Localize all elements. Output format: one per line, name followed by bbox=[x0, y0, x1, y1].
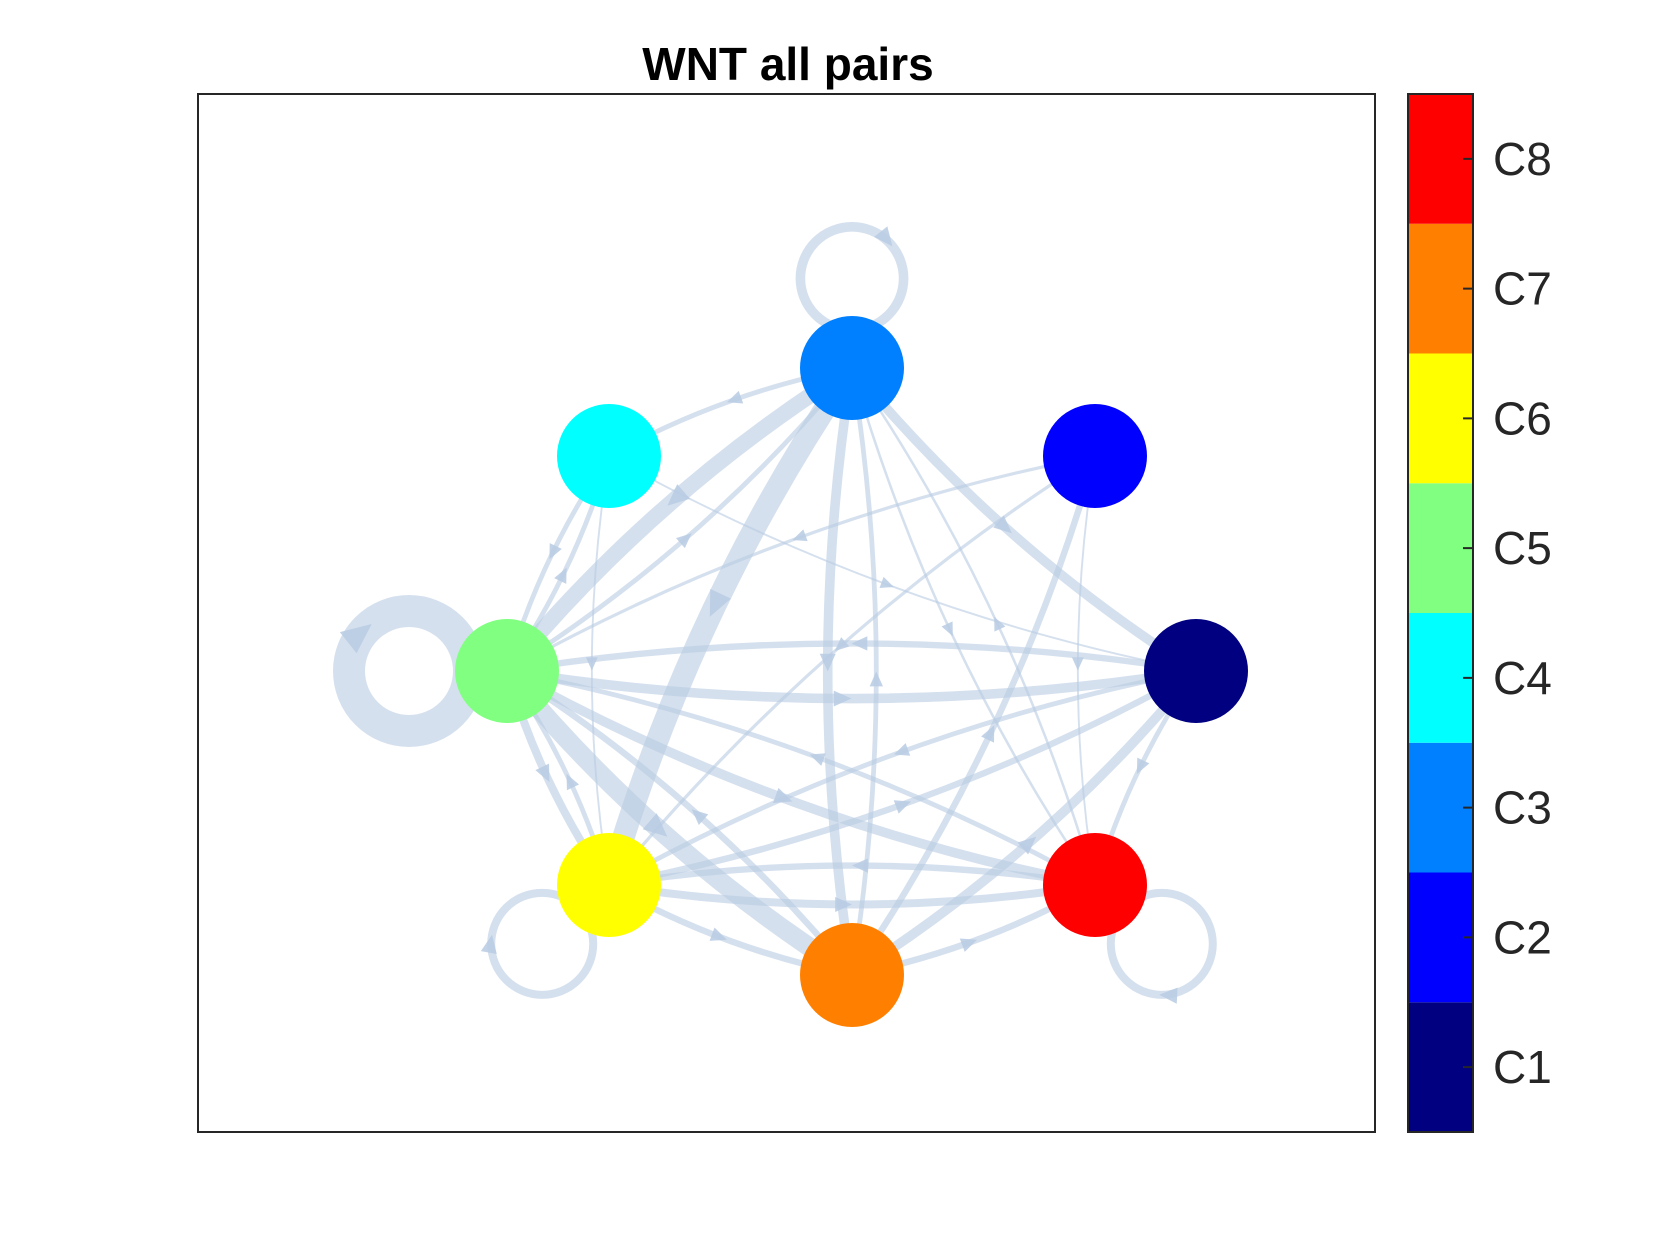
node-c5 bbox=[455, 619, 559, 723]
edge-c2-c5-arrow bbox=[792, 529, 808, 542]
edge-c6-c8 bbox=[605, 881, 1099, 909]
edge-c2-c6-arrow bbox=[834, 637, 850, 652]
edge-c8-c3-arrow bbox=[994, 616, 1006, 632]
node-c8 bbox=[1043, 833, 1147, 937]
colorbar-label-c5: C5 bbox=[1493, 522, 1552, 574]
edge-c5-c7-arrow bbox=[642, 813, 668, 837]
node-c4 bbox=[557, 404, 661, 508]
node-c7 bbox=[800, 923, 904, 1027]
edge-c3-c8-arrow bbox=[941, 621, 953, 637]
colorbar-label-c7: C7 bbox=[1493, 263, 1552, 315]
colorbar-segment-c8 bbox=[1408, 94, 1473, 224]
edge-c7-c3 bbox=[849, 365, 879, 978]
edge-c8-c8-arrow bbox=[1159, 987, 1178, 1004]
edge-c4-c1-arrow bbox=[879, 576, 894, 589]
edge-c5-c4-arrow bbox=[554, 567, 567, 584]
colorbar-label-c6: C6 bbox=[1493, 392, 1552, 444]
edge-c3-c4-arrow bbox=[726, 390, 744, 404]
edge-c3-c1-arrow bbox=[993, 515, 1012, 534]
edge-c5-c6-arrow bbox=[535, 763, 550, 783]
node-c6 bbox=[557, 833, 661, 937]
edge-c4-c6-arrow bbox=[585, 657, 598, 671]
edge-c3-c7 bbox=[822, 363, 857, 980]
colorbar-segment-c5 bbox=[1408, 483, 1473, 613]
colorbar-segment-c7 bbox=[1408, 223, 1473, 354]
figure-title: WNT all pairs bbox=[642, 38, 933, 90]
edge-c4-c5-arrow bbox=[549, 543, 562, 560]
edge-c8-c6 bbox=[605, 862, 1099, 889]
edge-c6-c6-arrow bbox=[480, 934, 497, 954]
edge-c6-c5-arrow bbox=[566, 773, 580, 791]
edge-c3-c3-arrow bbox=[874, 226, 893, 247]
colorbar: C1 C2 C3 C4 C5 C6 C7 C8 bbox=[1407, 93, 1552, 1133]
edge-c7-c2 bbox=[848, 452, 1099, 979]
node-c3 bbox=[800, 316, 904, 420]
edge-c6-c8-arrow bbox=[835, 896, 852, 912]
edge-c5-c5-arrow bbox=[339, 624, 372, 654]
colorbar-label-c8: C8 bbox=[1493, 133, 1552, 185]
edge-c5-c3-arrow bbox=[676, 533, 692, 549]
edge-c3-c7-arrow bbox=[819, 653, 836, 672]
edge-c6-c7-arrow bbox=[709, 927, 727, 941]
edge-c7-c1-arrow bbox=[1017, 836, 1037, 855]
edge-c7-c5-arrow bbox=[691, 809, 709, 826]
edge-c3-c5-arrow bbox=[667, 484, 691, 506]
node-c1 bbox=[1144, 619, 1248, 723]
edge-c7-c8-arrow bbox=[959, 938, 978, 952]
edge-c4-c6 bbox=[590, 455, 610, 886]
edge-c8-c6-arrow bbox=[852, 858, 868, 873]
edge-c1-c5-arrow bbox=[851, 636, 868, 651]
colorbar-frame bbox=[1407, 93, 1474, 1133]
edge-c2-c8-arrow bbox=[1071, 657, 1084, 671]
edge-c8-c5-arrow bbox=[809, 753, 826, 766]
edge-c1-c6-arrow bbox=[893, 743, 911, 756]
node-c2 bbox=[1043, 404, 1147, 508]
colorbar-label-c3: C3 bbox=[1493, 782, 1552, 834]
colorbar-segment-c3 bbox=[1408, 742, 1473, 873]
edge-c7-c2-arrow bbox=[981, 725, 995, 743]
edge-c1-c8-arrow bbox=[1136, 757, 1150, 774]
edge-c7-c3-arrow bbox=[869, 671, 883, 687]
colorbar-label-c1: C1 bbox=[1493, 1041, 1552, 1093]
nodes-layer bbox=[455, 316, 1248, 1027]
edge-c3-c6-arrow bbox=[709, 588, 732, 617]
colorbar-segment-c6 bbox=[1408, 353, 1473, 484]
colorbar-segment-c2 bbox=[1408, 872, 1473, 1003]
edge-c6-c1-arrow bbox=[893, 800, 912, 814]
edge-c2-c8 bbox=[1076, 455, 1096, 886]
edge-c1-c5 bbox=[503, 640, 1200, 675]
colorbar-label-c2: C2 bbox=[1493, 911, 1552, 963]
edge-c5-c1 bbox=[502, 666, 1201, 704]
colorbar-segment-c1 bbox=[1408, 1002, 1473, 1132]
colorbar-label-c4: C4 bbox=[1493, 652, 1552, 704]
colorbar-segment-c4 bbox=[1408, 613, 1473, 743]
edge-c5-c1-arrow bbox=[833, 690, 852, 707]
edge-c8-c3 bbox=[850, 366, 1097, 887]
